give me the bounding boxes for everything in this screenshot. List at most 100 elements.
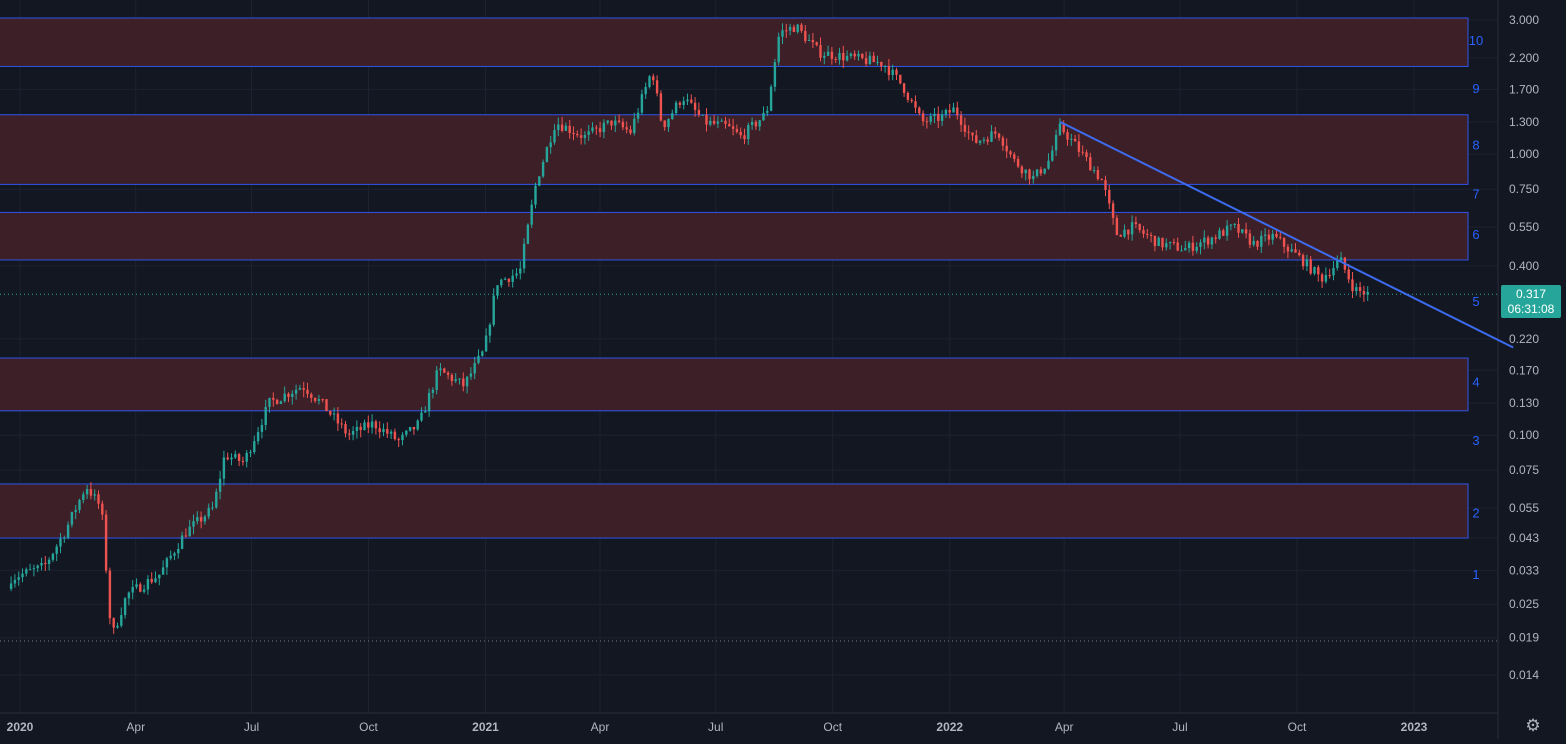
candle-body [332, 413, 336, 415]
candle-body [781, 30, 784, 37]
x-tick-label: Oct [1288, 720, 1307, 734]
candle-body [336, 413, 340, 424]
candle-body [74, 510, 77, 513]
candle-body [1187, 242, 1191, 249]
candle-body [374, 421, 378, 429]
candle-body [519, 268, 522, 274]
x-tick-label: Jul [244, 720, 259, 734]
support-resistance-zones [0, 17, 1469, 539]
candle-body [1119, 235, 1122, 237]
gear-icon[interactable]: ⚙ [1525, 716, 1541, 736]
candle-body [1286, 246, 1290, 252]
candle-body [940, 114, 944, 121]
y-tick-label: 0.019 [1509, 631, 1539, 645]
candle-body [1309, 259, 1312, 274]
candle-body [1339, 257, 1343, 261]
candle-body [1225, 225, 1229, 236]
candle-body [431, 389, 435, 393]
y-tick-label: 1.700 [1509, 82, 1539, 96]
candle-body [952, 107, 955, 113]
candle-body [1062, 123, 1065, 133]
level-number-3: 3 [1472, 433, 1479, 448]
candle-body [807, 40, 811, 42]
level-numbers: 10 9 8 7 6 5 4 3 2 1 [1469, 33, 1483, 582]
time-axis[interactable]: 2020 Apr Jul Oct 2021 Apr Jul Oct 2022 Apr Jul Oct 2… [7, 720, 1428, 734]
candle-body [123, 598, 127, 616]
candle-body [249, 452, 252, 454]
candle-body [868, 55, 872, 64]
candle-body [85, 489, 89, 495]
y-tick-label: 0.750 [1509, 182, 1539, 196]
candle-body [408, 426, 412, 431]
candle-body [633, 118, 636, 134]
candle-body [108, 570, 112, 619]
candle-body [636, 112, 640, 119]
candle-body [469, 373, 473, 377]
candle-body [553, 130, 556, 143]
candle-body [196, 517, 199, 522]
candle-body [264, 406, 267, 425]
x-tick-label: Apr [1055, 720, 1074, 734]
x-tick-label: Apr [126, 720, 145, 734]
candle-body [610, 120, 613, 126]
candle-body [32, 568, 36, 570]
candle-body [997, 133, 1001, 138]
candle-body [739, 131, 742, 136]
candle-body [291, 393, 294, 397]
candle-body [606, 120, 609, 123]
candle-body [382, 428, 385, 433]
candle-body [557, 124, 560, 131]
candle-body [1111, 203, 1115, 218]
candle-body [1263, 234, 1267, 236]
candle-body [1092, 170, 1096, 172]
candle-body [530, 204, 533, 225]
candle-body [28, 569, 32, 571]
candle-body [743, 135, 746, 140]
candle-body [150, 578, 153, 583]
level-number-4: 4 [1472, 375, 1479, 390]
candle-body [777, 36, 780, 63]
candle-body [473, 362, 476, 374]
candle-body [773, 62, 777, 87]
y-tick-label: 0.130 [1509, 396, 1539, 410]
candle-body [564, 125, 568, 131]
candle-body [716, 121, 720, 124]
candle-body [648, 76, 651, 87]
candle-body [1305, 259, 1309, 267]
price-axis[interactable]: 3.000 2.200 1.700 1.300 1.000 0.750 0.550 0.400… [1509, 13, 1539, 682]
candle-body [454, 379, 457, 382]
candle-body [1199, 242, 1202, 247]
candle-body [154, 578, 157, 583]
candle-body [496, 285, 499, 296]
zone-box-6 [0, 211, 1469, 261]
candle-body [484, 335, 488, 352]
x-tick-label: Oct [359, 720, 378, 734]
y-tick-label: 0.170 [1509, 363, 1539, 377]
candle-body [929, 116, 932, 122]
candle-body [572, 132, 575, 135]
trendline-layer[interactable] [0, 121, 1514, 642]
candle-body [975, 135, 978, 143]
candle-body [804, 30, 807, 41]
y-tick-label: 1.300 [1509, 115, 1539, 129]
candle-body [762, 112, 765, 121]
candle-body [1108, 190, 1111, 204]
candle-body [541, 162, 545, 177]
candle-body [1317, 267, 1320, 275]
candle-body [416, 420, 419, 430]
candle-body [815, 42, 818, 46]
candle-body [268, 397, 271, 407]
candle-body [142, 589, 146, 592]
candle-body [788, 26, 792, 31]
candle-body [659, 93, 663, 121]
candle-body [1313, 267, 1316, 274]
candle-body [351, 430, 355, 435]
candle-body [971, 132, 974, 136]
level-number-6: 6 [1472, 227, 1479, 242]
candle-body [595, 127, 598, 129]
candle-body [534, 185, 537, 205]
candle-body [169, 555, 172, 559]
candle-body [36, 565, 39, 569]
